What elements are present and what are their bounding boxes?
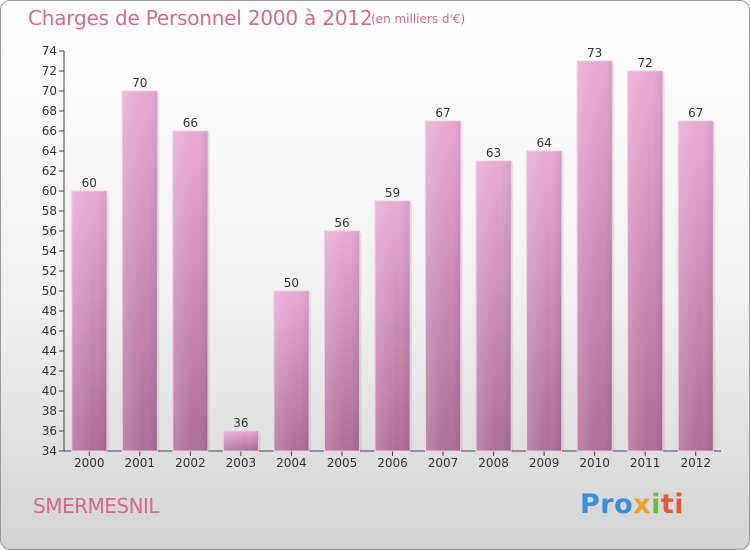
bar-highlight <box>273 291 309 451</box>
x-tick-label: 2011 <box>630 456 661 470</box>
y-tick-label: 50 <box>42 284 57 298</box>
y-tick-label: 68 <box>42 104 57 118</box>
y-tick-label: 46 <box>42 324 57 338</box>
bar-highlight <box>223 431 259 451</box>
bar-highlight <box>375 201 410 451</box>
bar-highlight <box>71 191 107 451</box>
y-tick-label: 36 <box>42 424 57 438</box>
bar-highlight <box>425 121 461 451</box>
data-label: 63 <box>486 146 501 160</box>
x-tick-label: 2009 <box>529 456 560 470</box>
logo-part-1: Pro <box>580 489 634 520</box>
x-tick-label: 2007 <box>428 456 459 470</box>
x-tick-label: 2003 <box>226 456 257 470</box>
y-tick-label: 42 <box>42 364 57 378</box>
y-tick-label: 70 <box>42 84 57 98</box>
y-tick-label: 54 <box>42 244 57 258</box>
y-tick-label: 34 <box>42 444 57 458</box>
data-label: 60 <box>82 176 97 190</box>
bar-highlight <box>678 121 714 451</box>
data-labels-group: 60 70 66 36 50 56 59 67 63 64 73 72 67 <box>82 46 704 430</box>
x-tick-label: 2004 <box>276 456 307 470</box>
y-tick-label: 48 <box>42 304 57 318</box>
proxiti-logo: Proxiti <box>580 489 684 520</box>
x-tick-label: 2000 <box>74 456 105 470</box>
y-tick-label: 56 <box>42 224 57 238</box>
logo-part-2: x <box>633 489 652 520</box>
data-label: 70 <box>132 76 147 90</box>
y-tick-label: 74 <box>42 44 57 58</box>
chart-subtitle: (en milliers d'€) <box>371 12 466 26</box>
y-tick-label: 58 <box>42 204 57 218</box>
bar-highlight <box>577 61 613 451</box>
bar-highlight <box>122 91 158 451</box>
y-tick-label: 52 <box>42 264 57 278</box>
x-tick-label: 2012 <box>680 456 711 470</box>
bar-highlight <box>476 161 512 451</box>
bar-highlight <box>324 231 360 451</box>
y-tick-label: 66 <box>42 124 57 138</box>
y-tick-label: 60 <box>42 184 57 198</box>
bar-highlight <box>526 151 562 451</box>
chart-title: Charges de Personnel 2000 à 2012 <box>28 6 373 30</box>
data-label: 66 <box>183 116 198 130</box>
x-tick-label: 2010 <box>579 456 610 470</box>
y-tick-label: 44 <box>42 344 57 358</box>
x-tick-label: 2002 <box>175 456 206 470</box>
data-label: 64 <box>536 136 551 150</box>
data-label: 67 <box>688 106 703 120</box>
x-tick-label: 2008 <box>478 456 509 470</box>
y-tick-label: 64 <box>42 144 57 158</box>
data-label: 56 <box>334 216 349 230</box>
logo-part-4: ti <box>660 489 685 520</box>
x-tick-label: 2005 <box>327 456 358 470</box>
data-label: 72 <box>638 56 653 70</box>
data-label: 59 <box>385 186 400 200</box>
commune-name: SMERMESNIL <box>33 494 160 518</box>
logo-part-3: i <box>651 489 661 520</box>
bars-group <box>71 60 716 452</box>
y-axis: 34 36 38 40 42 44 46 48 50 52 54 56 58 60 62 64 66 68 70 72… <box>42 44 65 458</box>
data-label: 36 <box>233 416 248 430</box>
y-tick-label: 40 <box>42 384 57 398</box>
x-tick-label: 2001 <box>125 456 156 470</box>
data-label: 73 <box>587 46 602 60</box>
y-tick-label: 62 <box>42 164 57 178</box>
bar-highlight <box>172 131 208 451</box>
y-tick-label: 38 <box>42 404 57 418</box>
x-tick-label: 2006 <box>377 456 408 470</box>
data-label: 50 <box>284 276 299 290</box>
x-axis: 2000 2001 2002 2003 2004 2005 2006 2007 2008 2009… <box>64 450 721 470</box>
y-tick-label: 72 <box>42 64 57 78</box>
data-label: 67 <box>435 106 450 120</box>
bar-highlight <box>627 71 663 451</box>
